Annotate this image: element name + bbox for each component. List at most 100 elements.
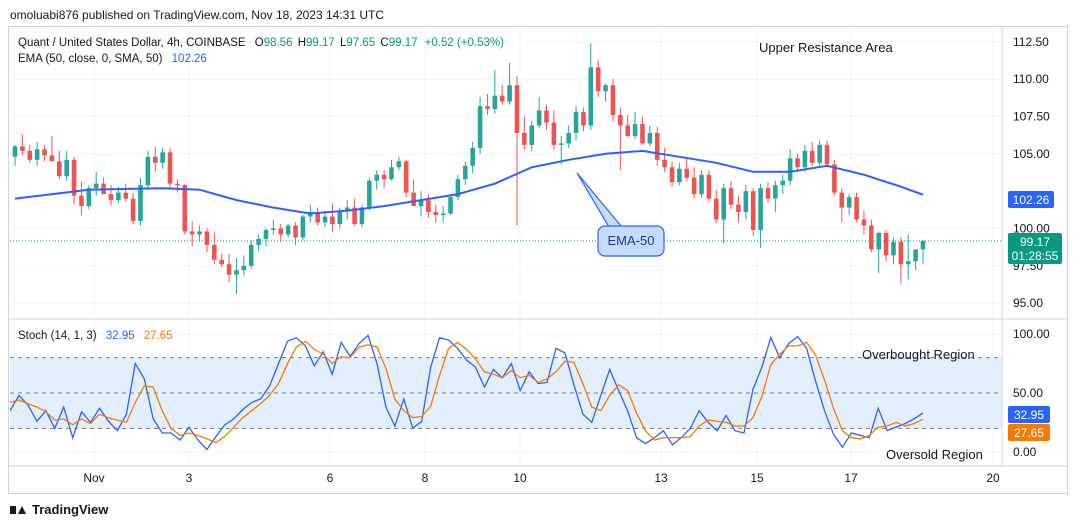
legend-high: 99.17 (306, 37, 335, 49)
time-axis[interactable]: Nov 3 6 8 10 13 15 17 20 (83, 471, 1000, 485)
time-tick-label: 13 (654, 471, 668, 485)
candle-body (42, 149, 47, 156)
stoch-guide-lines (10, 357, 1002, 429)
candle-body (765, 188, 771, 199)
candle-body (381, 174, 387, 180)
candle-body (226, 264, 232, 275)
candle-body (714, 198, 719, 220)
tradingview-footer[interactable]: TradingView (10, 502, 108, 517)
candle-body (389, 167, 394, 180)
stoch-legend-d: 27.65 (144, 330, 173, 342)
candle-body (758, 188, 763, 230)
candle-body (662, 159, 667, 168)
time-tick-label: 10 (513, 471, 527, 485)
legend-l-label: L (340, 37, 347, 49)
time-tick-label: 17 (844, 471, 858, 485)
candle-body (352, 207, 357, 224)
candle-body (610, 85, 616, 116)
candle-body (736, 204, 741, 213)
ema-callout-text: EMA-50 (608, 233, 655, 248)
candle-body (71, 159, 77, 196)
candle-body (152, 156, 158, 163)
legend-o-label: O (255, 37, 264, 49)
stoch-series (10, 334, 924, 451)
candle-body (544, 110, 549, 123)
time-tick-label: 6 (327, 471, 334, 485)
candle-body (337, 210, 343, 224)
candle-body (330, 216, 335, 224)
candle-body (898, 241, 904, 265)
publish-info: omoluabi876 published on TradingView.com… (10, 8, 385, 22)
candle-body (182, 185, 188, 232)
candle-body (920, 240, 926, 250)
price-tick-label: 95.00 (1013, 296, 1043, 310)
candle-body (64, 159, 69, 177)
candle-body (618, 115, 623, 126)
main-legend: Quant / United States Dollar, 4h, COINBA… (18, 37, 504, 49)
candle-body (116, 192, 121, 201)
stoch-k-line (10, 334, 924, 451)
candle-body (573, 112, 579, 133)
stoch-k-badge: 32.95 (1008, 406, 1050, 423)
candle-body (396, 161, 402, 168)
candle-body (809, 150, 815, 163)
legend-h-label: H (298, 37, 306, 49)
candle-body (108, 194, 114, 201)
overbought-label: Overbought Region (862, 347, 975, 362)
candle-body (219, 259, 224, 265)
candle-body (558, 143, 564, 145)
candle-body (625, 125, 631, 136)
candle-body (869, 225, 874, 250)
stoch-legend-k: 32.95 (106, 330, 135, 342)
candle-body (632, 124, 638, 136)
candle-body (433, 212, 439, 216)
candle-body (581, 112, 586, 126)
candle-body (204, 231, 210, 245)
legend-change: +0.52 (+0.53%) (425, 37, 504, 49)
candle-body (403, 161, 409, 193)
ema-callout-box (597, 225, 665, 257)
ema-legend: EMA (50, close, 0, SMA, 50) 102.26 (18, 53, 207, 65)
candle-body (913, 249, 918, 262)
candle-body (278, 228, 284, 235)
ema-badge-text: 102.26 (1013, 193, 1050, 207)
candle-body (248, 244, 254, 266)
candle-body (212, 244, 217, 260)
candle-body (130, 198, 136, 221)
candle-body (721, 188, 726, 220)
candle-body (418, 200, 424, 207)
candle-body (256, 238, 261, 245)
stoch-d-badge: 27.65 (1008, 424, 1050, 441)
legend-open: 98.56 (264, 37, 293, 49)
tradingview-logo-icon (10, 504, 26, 516)
candle-body (293, 225, 298, 238)
price-tick-label: 107.50 (1013, 110, 1050, 124)
candle-body (93, 183, 99, 189)
candle-body (123, 192, 129, 199)
candle-body (234, 270, 239, 275)
candle-body (647, 132, 653, 144)
price-tick-label: 100.00 (1013, 221, 1050, 235)
candle-body (891, 241, 896, 256)
candle-body (455, 179, 461, 198)
candle-body (160, 152, 165, 163)
candle-body (595, 67, 601, 92)
candle-body (588, 67, 594, 126)
last-price-badge: 99.17 01:28:55 (1008, 233, 1062, 264)
candle-body (603, 85, 608, 92)
candle-body (271, 228, 276, 230)
legend-low: 97.65 (346, 37, 375, 49)
candle-body (728, 188, 734, 205)
candle-body (802, 150, 808, 168)
ema-legend-value: 102.26 (172, 53, 207, 65)
stoch-legend-label: Stoch (14, 1, 3) (18, 330, 97, 342)
ema-legend-label: EMA (50, close, 0, SMA, 50) (18, 53, 163, 65)
candle-body (263, 229, 269, 239)
candle-body (79, 195, 84, 207)
candle-body (905, 261, 911, 265)
stoch-axis[interactable]: 100.00 50.00 0.00 (1013, 327, 1050, 459)
candle-body (27, 150, 33, 160)
candle-body (640, 124, 645, 144)
